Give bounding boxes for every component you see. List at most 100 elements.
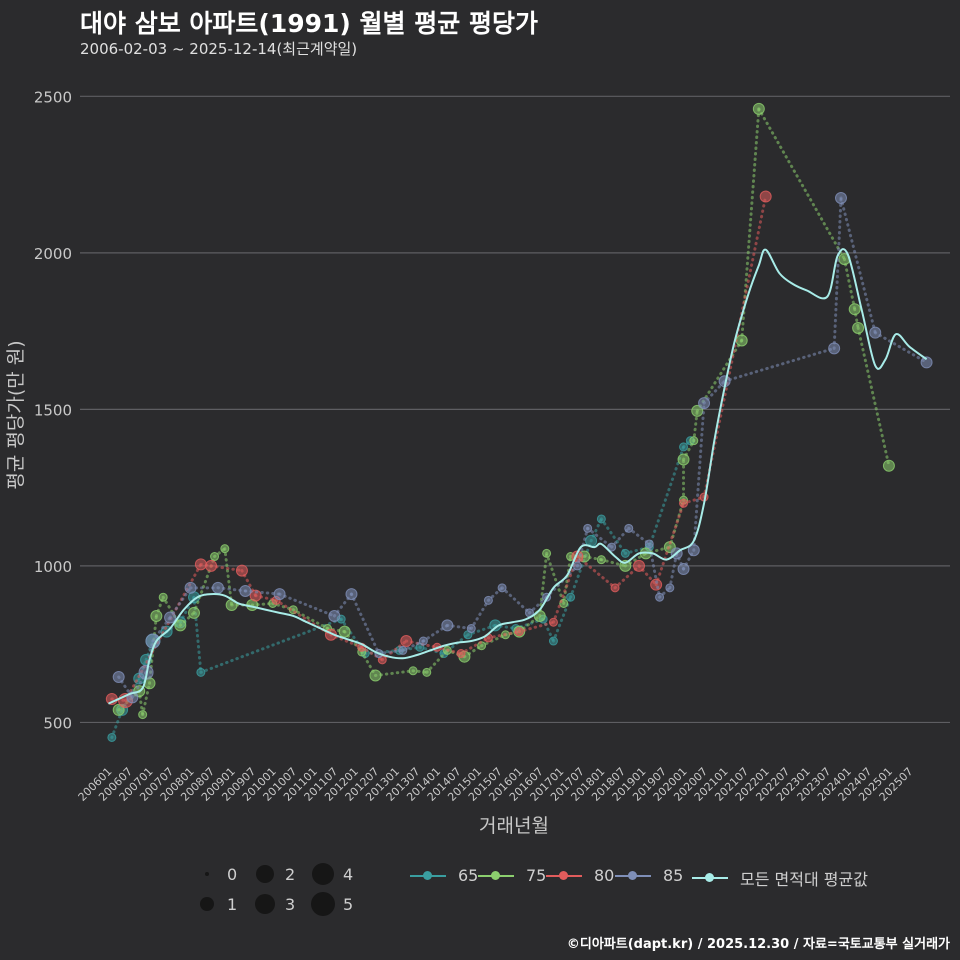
data-point bbox=[542, 548, 552, 558]
series-connector bbox=[702, 194, 768, 499]
chart-title: 대야 삼보 아파트(1991) 월별 평균 평당가 bbox=[80, 9, 538, 38]
data-point bbox=[205, 559, 218, 572]
data-point bbox=[677, 453, 690, 466]
data-point bbox=[184, 581, 197, 594]
series-connector bbox=[278, 592, 336, 618]
average-line bbox=[108, 248, 928, 705]
series-connector bbox=[692, 409, 699, 443]
data-point bbox=[852, 321, 865, 334]
data-point bbox=[828, 342, 841, 355]
data-point bbox=[210, 552, 220, 562]
data-point bbox=[249, 589, 262, 602]
data-point bbox=[369, 669, 382, 682]
data-marks bbox=[105, 102, 933, 742]
series-connector bbox=[500, 586, 531, 615]
y-tick-label: 500 bbox=[43, 714, 72, 732]
grid-lines bbox=[80, 95, 950, 724]
data-point bbox=[752, 102, 765, 115]
data-point bbox=[548, 636, 558, 646]
series-legend-item: 65 bbox=[410, 866, 478, 885]
data-point bbox=[422, 667, 432, 677]
data-point bbox=[759, 190, 772, 203]
data-point bbox=[548, 617, 558, 627]
size-legend-item: 5 bbox=[311, 892, 353, 916]
data-point bbox=[338, 625, 351, 638]
size-legend-item: 0 bbox=[195, 862, 237, 886]
series-connector bbox=[551, 555, 579, 624]
data-point bbox=[596, 555, 606, 565]
series-connector bbox=[199, 617, 343, 674]
data-point bbox=[456, 649, 466, 659]
size-legend-label: 5 bbox=[343, 894, 354, 914]
series-connector bbox=[538, 551, 549, 618]
series-connector bbox=[517, 620, 555, 634]
x-axis-label: 거래년월 bbox=[479, 815, 549, 837]
series-legend-item: 80 bbox=[546, 866, 614, 885]
y-tick-labels: 500 1000 1500 2000 2500 bbox=[34, 88, 72, 732]
series-legend-label: 85 bbox=[663, 866, 684, 885]
series-connector bbox=[527, 595, 549, 615]
data-point bbox=[398, 645, 408, 655]
series-legend-label: 65 bbox=[458, 866, 479, 885]
series-connector bbox=[647, 445, 686, 549]
series-connector bbox=[425, 648, 449, 674]
series-connector bbox=[124, 562, 203, 703]
series-connector bbox=[466, 623, 497, 637]
data-point bbox=[497, 583, 507, 593]
data-point bbox=[689, 436, 699, 446]
series-connector bbox=[873, 331, 929, 364]
data-point bbox=[112, 703, 125, 716]
series-connector bbox=[545, 551, 566, 605]
data-point bbox=[112, 671, 125, 684]
data-point bbox=[920, 356, 933, 369]
y-tick-label: 1000 bbox=[34, 558, 72, 576]
series-connector bbox=[486, 630, 521, 640]
series-connector bbox=[469, 598, 490, 631]
data-point bbox=[164, 611, 177, 624]
size-legend-item: 1 bbox=[195, 892, 237, 916]
series-connector bbox=[110, 708, 124, 739]
series-connector bbox=[654, 501, 686, 587]
data-point bbox=[687, 544, 700, 557]
legend: 0 1 2 3 4 5 65 75 80 85 모든 면적대 평균값 bbox=[195, 862, 895, 922]
series-connector bbox=[223, 547, 234, 607]
size-legend-item: 4 bbox=[311, 862, 353, 886]
series-connector bbox=[647, 542, 662, 599]
data-point bbox=[188, 606, 201, 619]
data-point bbox=[624, 523, 634, 533]
data-point bbox=[408, 666, 418, 676]
y-axis-label: 평균 평당가(만 원) bbox=[5, 340, 27, 489]
data-point bbox=[483, 595, 493, 605]
series-connector bbox=[137, 689, 145, 717]
data-point bbox=[235, 564, 248, 577]
series-connector bbox=[401, 639, 425, 652]
series-legend-item: 모든 면적대 평균값 bbox=[692, 866, 868, 890]
series-connector bbox=[575, 526, 590, 568]
data-point bbox=[655, 592, 665, 602]
series-connector bbox=[459, 636, 490, 656]
chart-subtitle: 2006-02-03 ~ 2025-12-14(최근계약일) bbox=[80, 40, 358, 58]
series-connector bbox=[856, 326, 891, 468]
data-point bbox=[665, 583, 675, 593]
series-connector bbox=[842, 257, 857, 311]
data-point bbox=[194, 558, 207, 571]
series-legend-label: 80 bbox=[594, 866, 615, 885]
data-point bbox=[196, 667, 206, 677]
series-connector bbox=[599, 517, 627, 555]
data-point bbox=[441, 619, 454, 632]
data-point bbox=[400, 635, 413, 648]
series-connector bbox=[562, 555, 573, 605]
data-point bbox=[620, 548, 630, 558]
series-legend-label: 75 bbox=[526, 866, 547, 885]
data-point bbox=[239, 584, 252, 597]
data-point bbox=[328, 609, 341, 622]
data-point bbox=[607, 542, 617, 552]
series-connector bbox=[575, 555, 617, 590]
data-point bbox=[138, 710, 148, 720]
size-legend-label: 3 bbox=[285, 894, 296, 914]
series-connector bbox=[723, 346, 836, 383]
series-85 bbox=[112, 192, 933, 704]
size-legend-label: 1 bbox=[227, 894, 238, 914]
series-legend-label: 모든 면적대 평균값 bbox=[740, 870, 868, 889]
data-point bbox=[644, 539, 654, 549]
